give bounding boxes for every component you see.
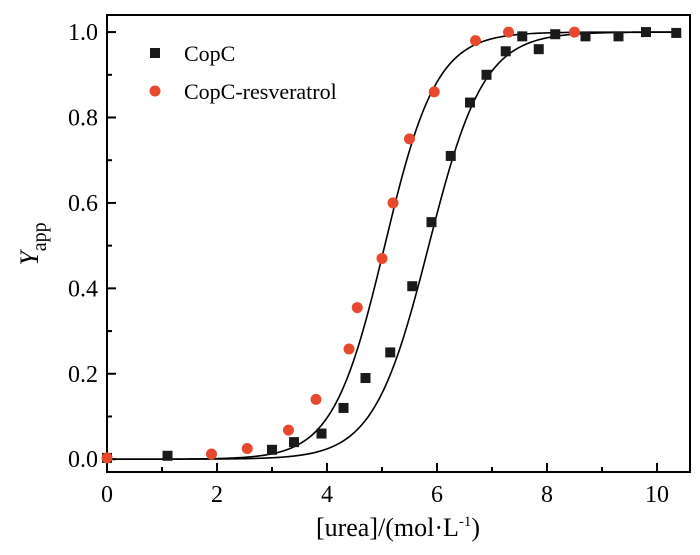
data-point-copc-resveratrol (503, 26, 514, 38)
y-tick-label: 0.6 (68, 191, 98, 217)
data-point-copc-resveratrol (428, 86, 440, 98)
data-point-copc-resveratrol (404, 133, 415, 145)
data-point-copc (500, 46, 511, 57)
y-axis-title: Yapp (15, 222, 51, 265)
data-point-copc (517, 31, 528, 42)
data-point-copc-resveratrol (310, 393, 322, 405)
data-point-copc-resveratrol (283, 424, 294, 436)
legend: CopC CopC-resveratrol (149, 41, 337, 104)
y-tick-label: 0.2 (68, 362, 98, 388)
data-point-copc (613, 31, 624, 42)
data-point-copc (360, 373, 371, 384)
x-tick-label: 2 (211, 482, 223, 508)
legend-marker-copc (150, 48, 160, 58)
data-markers (101, 26, 682, 464)
x-tick-label: 4 (321, 482, 333, 508)
data-point-copc (550, 29, 561, 40)
y-tick-label: 0.0 (68, 447, 98, 473)
data-point-copc (407, 281, 418, 292)
data-point-copc-resveratrol (241, 443, 253, 455)
x-tick-label: 0 (101, 482, 113, 508)
data-point-copc-resveratrol (470, 35, 481, 47)
data-point-copc-resveratrol (351, 302, 363, 314)
legend-marker-copc-resveratrol (149, 85, 161, 97)
data-point-copc (641, 27, 651, 38)
x-tick-label: 6 (431, 482, 443, 508)
data-point-copc (445, 150, 456, 161)
data-point-copc-resveratrol (206, 448, 217, 460)
y-axis: 0.0 0.2 0.4 0.6 0.8 1.0 (68, 20, 116, 473)
x-tick-label: 8 (541, 482, 553, 508)
data-point-copc-resveratrol (376, 252, 388, 264)
y-tick-label: 0.8 (68, 106, 98, 132)
data-point-copc-resveratrol (101, 452, 113, 464)
data-point-copc (289, 437, 299, 448)
data-point-copc (385, 347, 396, 358)
data-point-copc-resveratrol (387, 197, 399, 209)
data-point-copc (338, 402, 349, 413)
legend-label-copc-resveratrol: CopC-resveratrol (184, 79, 337, 104)
data-point-copc-resveratrol (569, 26, 580, 38)
x-axis: 0 2 4 6 8 10 (101, 463, 669, 508)
data-point-copc (580, 31, 591, 42)
data-point-copc (481, 69, 492, 80)
data-point-copc (316, 428, 327, 439)
data-point-copc-resveratrol (343, 343, 355, 355)
x-axis-title: [urea]/(mol·L-1) (316, 513, 480, 542)
y-tick-label: 1.0 (68, 20, 98, 46)
x-tick-label: 10 (645, 482, 669, 508)
plot-frame (106, 14, 691, 473)
data-point-copc (267, 444, 277, 455)
y-tick-label: 0.4 (68, 276, 98, 302)
data-point-copc (671, 27, 682, 38)
data-point-copc (533, 44, 544, 55)
legend-label-copc: CopC (184, 41, 235, 66)
data-point-copc (162, 450, 173, 461)
data-point-copc (426, 217, 437, 228)
data-point-copc (465, 97, 475, 108)
